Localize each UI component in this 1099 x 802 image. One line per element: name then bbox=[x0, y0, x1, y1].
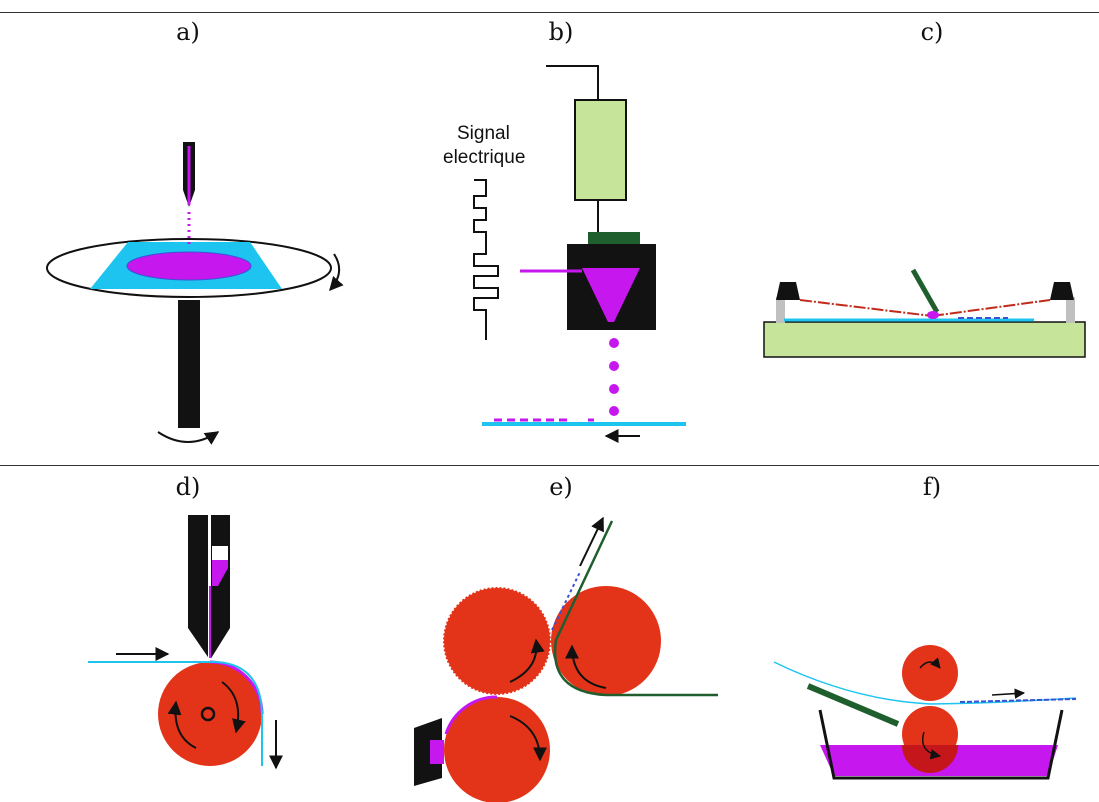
jet-droplet bbox=[609, 384, 619, 394]
lower-roller-rotation-arrow bbox=[922, 731, 942, 760]
wet-coating bbox=[959, 698, 1077, 703]
roller-axle bbox=[200, 706, 216, 722]
coated-web bbox=[773, 661, 1077, 705]
left-guide-wire bbox=[799, 299, 933, 317]
ink-bead bbox=[927, 311, 939, 319]
engraved-cylinder bbox=[443, 587, 551, 695]
ink-pan-ink bbox=[430, 740, 444, 764]
web-motion-arrow bbox=[991, 688, 1026, 699]
doctor-blade bbox=[910, 268, 940, 314]
ink-chamber bbox=[582, 268, 640, 322]
impression-rotation-arrow bbox=[565, 644, 607, 689]
shaft-rotation-arrow bbox=[157, 431, 220, 445]
jet-droplet bbox=[609, 338, 619, 348]
right-post bbox=[1066, 297, 1075, 323]
panel-a-spin-coating bbox=[46, 142, 344, 445]
metering-blade bbox=[806, 683, 900, 727]
piezo-actuator bbox=[588, 232, 640, 246]
signal-label: Signal electrique bbox=[443, 122, 525, 170]
signal-label-line1: Signal bbox=[457, 123, 510, 144]
panel-label-a: a) bbox=[176, 18, 200, 46]
disk-rotation-arrow bbox=[329, 253, 344, 292]
jet-droplet bbox=[609, 406, 619, 416]
impression-cylinder bbox=[551, 586, 661, 696]
web-substrate-wrap bbox=[207, 660, 263, 766]
panel-d-slot-die bbox=[88, 515, 283, 770]
panel-label-f: f) bbox=[922, 473, 942, 501]
fountain-ink-arc bbox=[444, 695, 498, 735]
panel-e-gravure bbox=[414, 516, 718, 802]
roller-rotation-arrow-right bbox=[221, 681, 246, 734]
die-ink-reservoir bbox=[212, 560, 228, 586]
left-clamp bbox=[776, 282, 800, 300]
spindle-shaft bbox=[178, 300, 200, 428]
left-post bbox=[776, 297, 785, 323]
top-rule bbox=[0, 12, 1099, 13]
panel-label-b: b) bbox=[548, 18, 574, 46]
panel-f-roll-coating bbox=[773, 645, 1077, 780]
driver-cable-top bbox=[546, 65, 599, 100]
right-guide-wire bbox=[931, 299, 1051, 317]
ink-pan bbox=[414, 718, 442, 786]
web-exit-arrow bbox=[579, 516, 604, 567]
panel-label-e: e) bbox=[549, 473, 573, 501]
upper-roller bbox=[902, 645, 958, 701]
printed-web bbox=[553, 520, 718, 697]
roller-rotation-arrow-left bbox=[167, 700, 197, 749]
ink-bath-tray bbox=[818, 709, 1064, 780]
upper-roller-rotation-arrow bbox=[919, 657, 941, 669]
ink-puddle bbox=[126, 251, 252, 281]
panel-label-c: c) bbox=[920, 18, 944, 46]
right-clamp bbox=[1050, 282, 1074, 300]
middle-rule bbox=[0, 465, 1099, 466]
transferred-ink-film bbox=[551, 571, 581, 631]
fountain-rotation-arrow bbox=[509, 715, 547, 762]
jet-droplet bbox=[609, 361, 619, 371]
panel-label-d: d) bbox=[175, 473, 201, 501]
panel-b-inkjet bbox=[473, 65, 686, 443]
signal-label-line2: electrique bbox=[443, 147, 526, 168]
cylinder-rotation-arrow bbox=[509, 638, 545, 683]
driver-box bbox=[574, 99, 627, 201]
signal-waveform bbox=[473, 179, 499, 340]
die-cavity-window bbox=[212, 546, 228, 560]
panel-c-doctor-blade bbox=[763, 268, 1086, 358]
base-plate bbox=[763, 321, 1086, 358]
